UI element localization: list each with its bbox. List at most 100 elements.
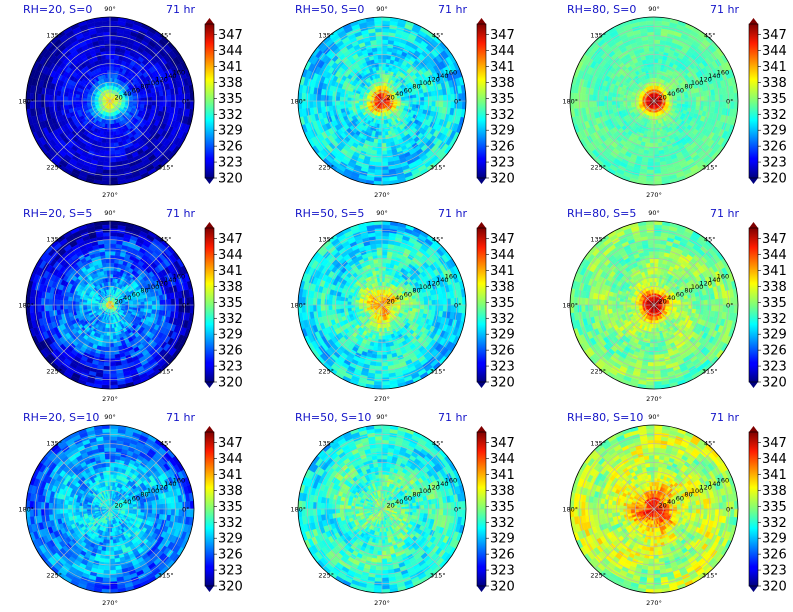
field-cell (104, 162, 110, 166)
field-cell (105, 354, 110, 358)
field-cell (317, 101, 321, 107)
field-cell (654, 154, 660, 158)
radial-tick-label: 160 (173, 68, 185, 76)
polar-grid (26, 17, 194, 185)
field-cell (110, 78, 112, 82)
field-cell (140, 98, 144, 101)
field-cell (382, 139, 386, 143)
field-cell (45, 305, 49, 311)
field-cell (57, 101, 61, 106)
angle-tick-label: 90° (104, 5, 116, 13)
field-cell (650, 59, 654, 63)
colorbar-tick-label: 320 (218, 172, 243, 187)
field-cell (379, 128, 382, 132)
field-cell (79, 98, 83, 101)
field-cell (102, 381, 110, 385)
colorbar-tick-label: 338 (490, 76, 515, 91)
colorbar-body (749, 24, 758, 178)
field-cell (382, 169, 389, 173)
field-cell (646, 177, 654, 181)
field-cell (104, 362, 110, 366)
field-cell (106, 143, 110, 147)
field-cell (107, 128, 110, 132)
field-cell (424, 101, 428, 105)
field-cell (439, 101, 443, 107)
field-cell (104, 358, 110, 362)
field-cell (651, 131, 654, 135)
field-cell (167, 305, 171, 311)
field-cell (374, 177, 382, 181)
field-cell (378, 139, 382, 143)
field-cell (648, 162, 654, 166)
field-cell (703, 101, 707, 106)
colorbar-tick-label: 344 (218, 44, 243, 59)
colorbar-tick-label: 338 (762, 76, 787, 91)
polar-grid (570, 17, 738, 185)
field-cell (102, 177, 110, 181)
field-cell (378, 59, 382, 63)
field-cell (110, 169, 117, 173)
angle-tick-label: 270° (646, 191, 662, 199)
field-cell (646, 138, 650, 142)
field-cell (431, 96, 435, 101)
colorbar-min-arrow (749, 178, 758, 184)
colorbar-body (477, 24, 486, 178)
field-cell (152, 101, 156, 105)
field-cell (382, 36, 388, 40)
polar-grid (298, 17, 466, 185)
field-cell (57, 300, 61, 305)
angle-tick-label: 0° (182, 98, 189, 106)
field-cell (386, 59, 390, 63)
field-cell (631, 99, 635, 101)
field-cell (648, 127, 651, 131)
field-cell (336, 97, 340, 101)
field-cell (167, 95, 171, 101)
field-cell (159, 300, 163, 305)
field-cell (106, 59, 110, 63)
field-cell (711, 101, 715, 107)
field-cell (382, 131, 385, 135)
field-cell (651, 128, 654, 132)
angle-tick-label: 225° (590, 163, 606, 171)
field-cell (593, 95, 597, 101)
field-cell (171, 95, 175, 101)
colorbar-tick-label: 323 (490, 156, 515, 171)
field-cell (597, 101, 601, 107)
field-cell (707, 101, 711, 107)
field-cell (654, 74, 657, 78)
field-cell (110, 381, 118, 385)
radial-tick-label: 40 (395, 90, 403, 98)
angle-tick-label: 270° (102, 191, 118, 199)
field-cell (329, 101, 333, 106)
colorbar-tick-label: 344 (490, 44, 515, 59)
field-cell (385, 71, 388, 75)
field-cell (110, 366, 116, 370)
field-cell (159, 96, 163, 101)
colorbar-tick-label: 347 (218, 28, 243, 43)
colorbar-tick-label: 329 (490, 124, 515, 139)
field-cell (376, 40, 382, 44)
field-cell (103, 131, 107, 135)
field-cell (608, 101, 612, 105)
panel-title: RH=80, S=0 (567, 3, 636, 16)
radial-tick-label: 20 (658, 93, 666, 101)
field-cell (379, 124, 382, 128)
colorbar-tick-label: 320 (490, 172, 515, 187)
field-cell (325, 95, 329, 101)
field-cell (114, 55, 119, 59)
field-cell (612, 101, 616, 105)
field-cell (612, 97, 616, 101)
field-cell (167, 101, 171, 107)
time-label: 71 hr (166, 3, 195, 16)
field-cell (352, 95, 356, 98)
field-cell (647, 131, 651, 135)
field-cell (380, 120, 382, 124)
field-cell (53, 101, 57, 107)
field-cell (373, 142, 378, 146)
field-cell (624, 95, 628, 98)
field-cell (684, 101, 688, 104)
field-cell (715, 101, 719, 107)
field-cell (589, 101, 593, 107)
field-cell (648, 36, 654, 40)
radial-tick-label: 20 (114, 93, 122, 101)
